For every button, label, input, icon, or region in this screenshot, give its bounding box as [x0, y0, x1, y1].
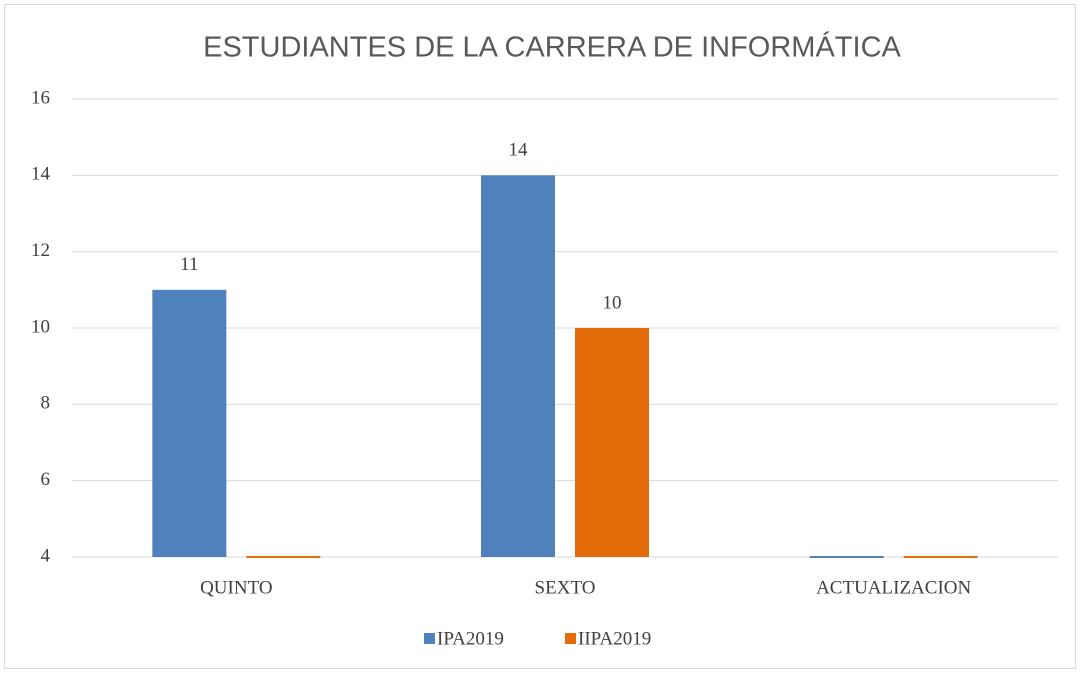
data-label: 10 — [603, 292, 622, 313]
y-tick-label: 8 — [41, 393, 51, 414]
y-tick-label: 10 — [31, 316, 50, 337]
y-tick-label: 16 — [31, 87, 50, 108]
y-tick-label: 6 — [41, 469, 51, 490]
bar — [152, 289, 227, 557]
legend-label: IIPA2019 — [578, 628, 651, 649]
y-tick-label: 12 — [31, 240, 50, 261]
legend-label: IPA2019 — [437, 628, 504, 649]
bar — [575, 328, 649, 557]
data-label: 11 — [180, 254, 198, 275]
legend-swatch — [424, 633, 435, 644]
legend-swatch — [565, 633, 576, 644]
bar — [809, 556, 884, 558]
y-tick-label: 4 — [41, 545, 51, 566]
x-tick-label: QUINTO — [200, 577, 272, 598]
bar — [246, 556, 321, 558]
x-tick-label: SEXTO — [535, 577, 596, 598]
data-label: 14 — [509, 140, 529, 161]
chart-title: ESTUDIANTES DE LA CARRERA DE INFORMÁTICA — [203, 31, 901, 64]
y-tick-label: 14 — [31, 164, 51, 185]
bar — [481, 175, 555, 558]
x-tick-label: ACTUALIZACION — [816, 577, 971, 598]
bar — [903, 556, 978, 558]
